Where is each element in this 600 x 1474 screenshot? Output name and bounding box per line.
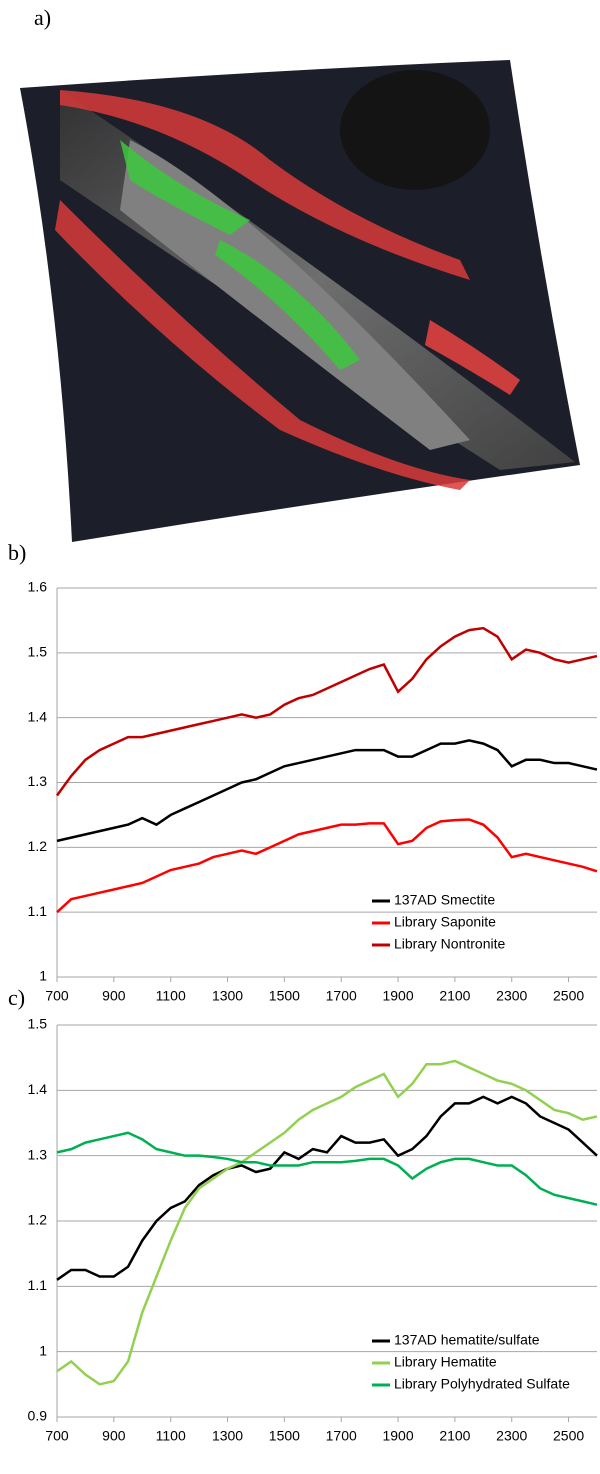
x-tick-label: 700 xyxy=(45,1428,69,1444)
y-tick-label: 1 xyxy=(39,968,47,984)
x-tick-label: 2300 xyxy=(496,1428,527,1444)
x-tick-label: 1900 xyxy=(382,1428,413,1444)
y-tick-label: 1.1 xyxy=(28,903,48,919)
x-tick-label: 1500 xyxy=(269,1428,300,1444)
y-tick-label: 1.5 xyxy=(28,644,48,660)
x-tick-label: 1300 xyxy=(212,1428,243,1444)
panel-label: a) xyxy=(34,5,51,30)
legend-label: Library Saponite xyxy=(394,914,496,930)
x-tick-label: 700 xyxy=(45,988,69,1004)
x-tick-label: 900 xyxy=(102,988,126,1004)
legend-label: 137AD hematite/sulfate xyxy=(394,1332,540,1348)
x-tick-label: 1500 xyxy=(269,988,300,1004)
x-tick-label: 1700 xyxy=(326,1428,357,1444)
x-tick-label: 900 xyxy=(102,1428,126,1444)
y-tick-label: 1.2 xyxy=(28,1212,48,1228)
satellite-image xyxy=(20,60,580,542)
y-tick-label: 1.4 xyxy=(28,708,48,724)
x-tick-label: 2300 xyxy=(496,988,527,1004)
series-line xyxy=(56,1131,598,1206)
y-tick-label: 1.5 xyxy=(28,1016,48,1032)
legend-label: Library Polyhydrated Sulfate xyxy=(394,1376,570,1392)
y-tick-label: 1.6 xyxy=(28,579,48,595)
series-line xyxy=(56,1059,598,1386)
x-tick-label: 1300 xyxy=(212,988,243,1004)
x-tick-label: 2100 xyxy=(439,988,470,1004)
y-tick-label: 1.3 xyxy=(28,1146,48,1162)
series-line xyxy=(56,818,598,914)
x-tick-label: 1100 xyxy=(156,1428,186,1444)
panel-label: c) xyxy=(8,985,25,1010)
y-tick-label: 1.4 xyxy=(28,1081,48,1097)
y-tick-label: 1 xyxy=(39,1342,47,1358)
x-tick-label: 1700 xyxy=(326,988,357,1004)
series-line xyxy=(55,626,598,797)
y-tick-label: 1.2 xyxy=(28,838,48,854)
series-line xyxy=(56,739,598,843)
x-tick-label: 1900 xyxy=(382,988,413,1004)
legend-label: Library Nontronite xyxy=(394,936,505,952)
y-tick-label: 1.1 xyxy=(28,1277,48,1293)
y-tick-label: 0.9 xyxy=(28,1408,48,1424)
legend-label: Library Hematite xyxy=(394,1354,497,1370)
series-line xyxy=(56,1095,598,1281)
x-tick-label: 2500 xyxy=(553,988,584,1004)
y-tick-label: 1.3 xyxy=(28,773,48,789)
x-tick-label: 1100 xyxy=(156,988,186,1004)
x-tick-label: 2100 xyxy=(439,1428,470,1444)
legend-label: 137AD Smectite xyxy=(394,892,495,908)
panel-label: b) xyxy=(8,540,26,565)
x-tick-label: 2500 xyxy=(553,1428,584,1444)
